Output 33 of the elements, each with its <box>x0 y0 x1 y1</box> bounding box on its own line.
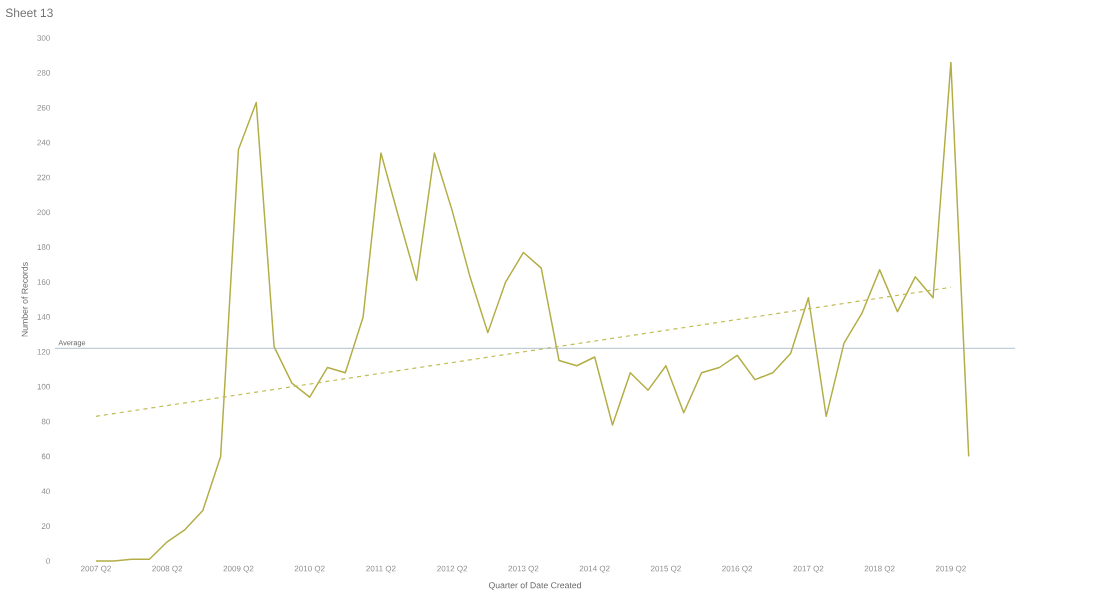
x-tick-label: 2010 Q2 <box>294 565 325 573</box>
x-tick-label: 2014 Q2 <box>579 565 610 573</box>
y-tick-label: 180 <box>37 244 50 251</box>
x-tick-label: 2018 Q2 <box>864 565 895 573</box>
y-axis-title: Number of Records <box>21 262 28 337</box>
y-tick-label: 200 <box>37 209 50 216</box>
x-tick-label: 2019 Q2 <box>935 565 966 573</box>
y-tick-label: 280 <box>37 70 50 76</box>
x-tick-label: 2012 Q2 <box>437 565 468 573</box>
x-tick-label: 2008 Q2 <box>152 565 183 573</box>
y-tick-label: 20 <box>41 523 50 529</box>
y-tick-label: 80 <box>41 418 50 425</box>
y-tick-label: 300 <box>37 35 50 41</box>
y-tick-label: 120 <box>37 348 50 355</box>
y-tick-label: 140 <box>37 314 50 320</box>
x-tick-label: 2017 Q2 <box>793 565 824 573</box>
y-tick-label: 240 <box>37 139 50 146</box>
y-tick-label: 100 <box>37 383 50 390</box>
x-tick-label: 2007 Q2 <box>81 565 111 573</box>
y-tick-label: 160 <box>37 279 50 285</box>
x-tick-label: 2016 Q2 <box>722 565 753 573</box>
x-tick-label: 2013 Q2 <box>508 565 539 573</box>
y-tick-label: 60 <box>41 453 50 460</box>
x-tick-label: 2011 Q2 <box>366 565 396 573</box>
x-tick-label: 2009 Q2 <box>223 565 254 573</box>
y-tick-label: 220 <box>37 174 50 181</box>
y-tick-label: 0 <box>46 558 50 564</box>
chart-title: Sheet 13 <box>5 8 53 18</box>
x-axis-title: Quarter of Date Created <box>488 581 581 590</box>
y-tick-label: 40 <box>41 488 50 495</box>
line-series <box>95 61 970 562</box>
x-tick-label: 2015 Q2 <box>650 565 681 573</box>
y-tick-label: 260 <box>37 104 50 111</box>
